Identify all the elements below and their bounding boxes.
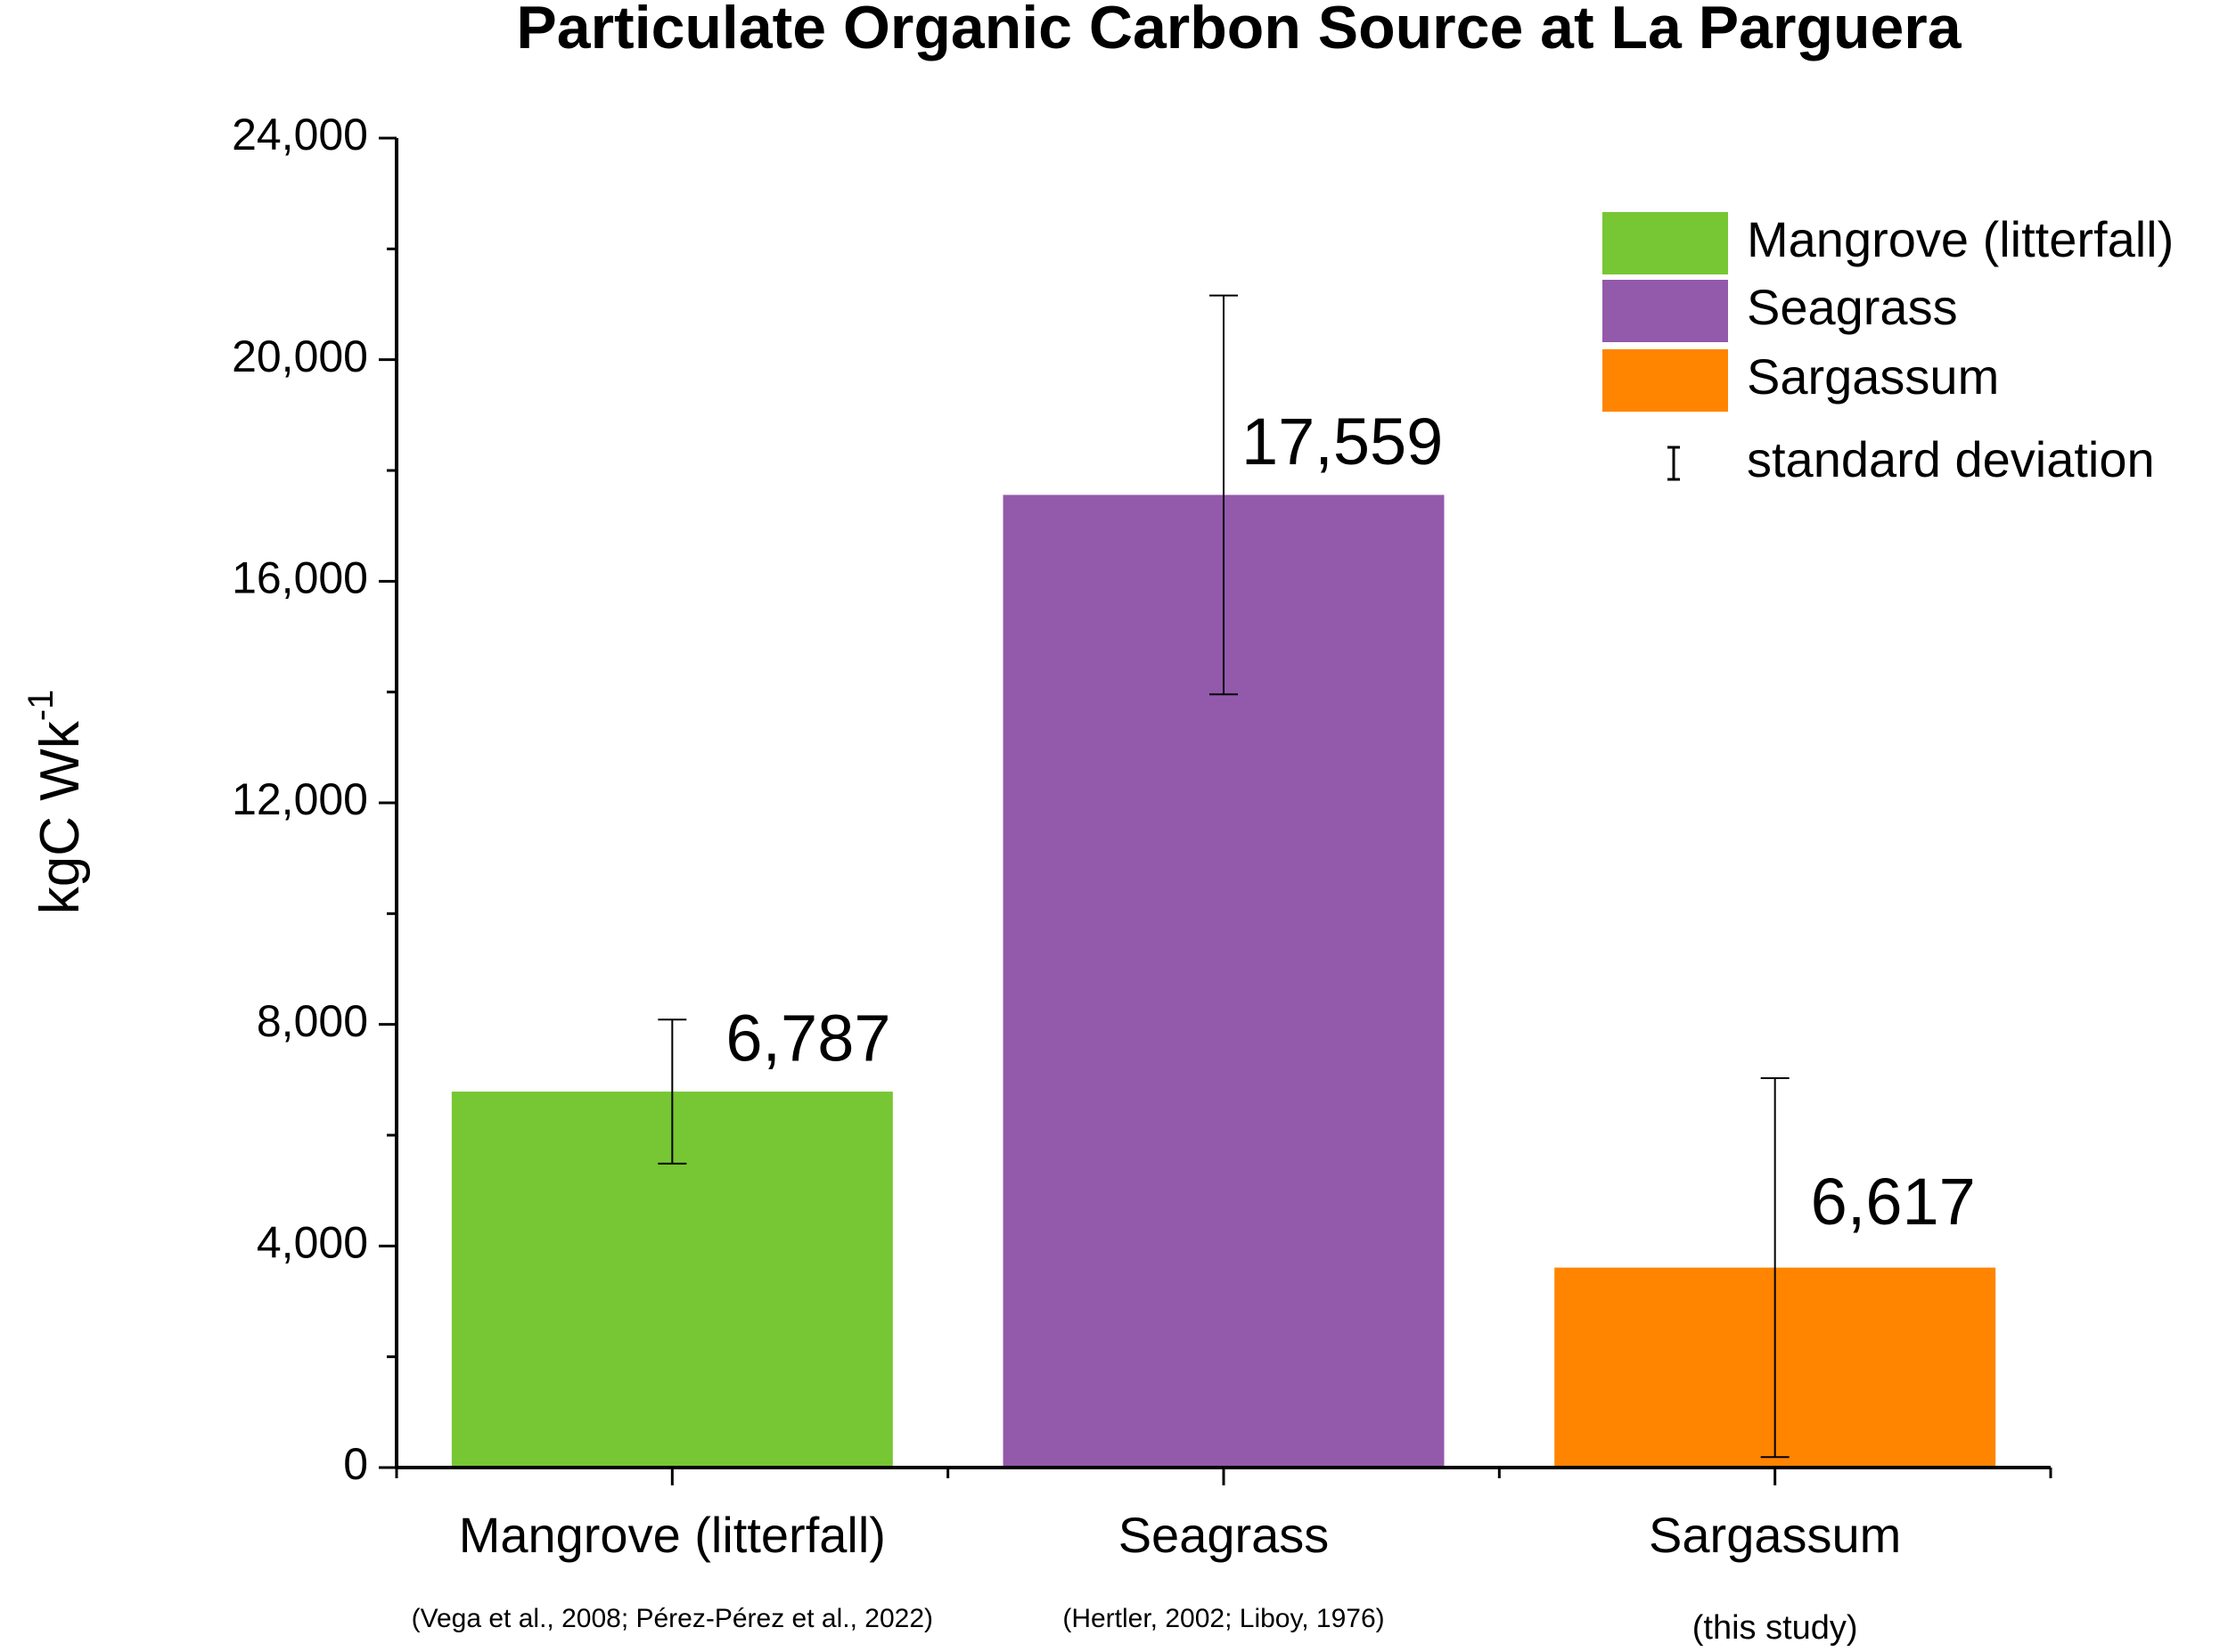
category-note: (this study) xyxy=(1692,1609,1858,1647)
legend-label: Sargassum xyxy=(1747,348,1999,405)
legend-label: Seagrass xyxy=(1747,279,1958,335)
y-tick-label: 0 xyxy=(343,1439,368,1489)
chart-title: Particulate Organic Carbon Source at La … xyxy=(516,0,1962,61)
y-tick-label: 16,000 xyxy=(232,553,368,603)
legend-swatch xyxy=(1602,349,1728,412)
legend-swatch xyxy=(1602,280,1728,342)
legend-swatch xyxy=(1602,212,1728,274)
category-note: (Vega et al., 2008; Pérez-Pérez et al., … xyxy=(412,1604,933,1633)
category-note: (Hertler, 2002; Liboy, 1976) xyxy=(1062,1604,1384,1633)
y-tick-label: 4,000 xyxy=(257,1218,368,1268)
value-annotation: 6,617 xyxy=(1811,1165,1976,1239)
x-tick-label: Sargassum xyxy=(1649,1507,1901,1563)
y-tick-label: 12,000 xyxy=(232,774,368,824)
legend-label: standard deviation xyxy=(1747,431,2155,487)
value-annotation: 6,787 xyxy=(725,1002,890,1075)
x-tick-label: Mangrove (litterfall) xyxy=(459,1507,886,1563)
y-tick-label: 24,000 xyxy=(232,110,368,159)
y-axis-title-text: kgC Wk xyxy=(29,720,91,914)
x-tick-label: Seagrass xyxy=(1118,1507,1330,1563)
y-axis-title-superscript: -1 xyxy=(21,690,61,722)
legend-label: Mangrove (litterfall) xyxy=(1747,211,2174,267)
y-tick-label: 20,000 xyxy=(232,331,368,381)
value-annotation: 17,559 xyxy=(1241,405,1443,478)
y-tick-label: 8,000 xyxy=(257,996,368,1046)
y-axis-title: kgC Wk-1 xyxy=(21,690,92,915)
